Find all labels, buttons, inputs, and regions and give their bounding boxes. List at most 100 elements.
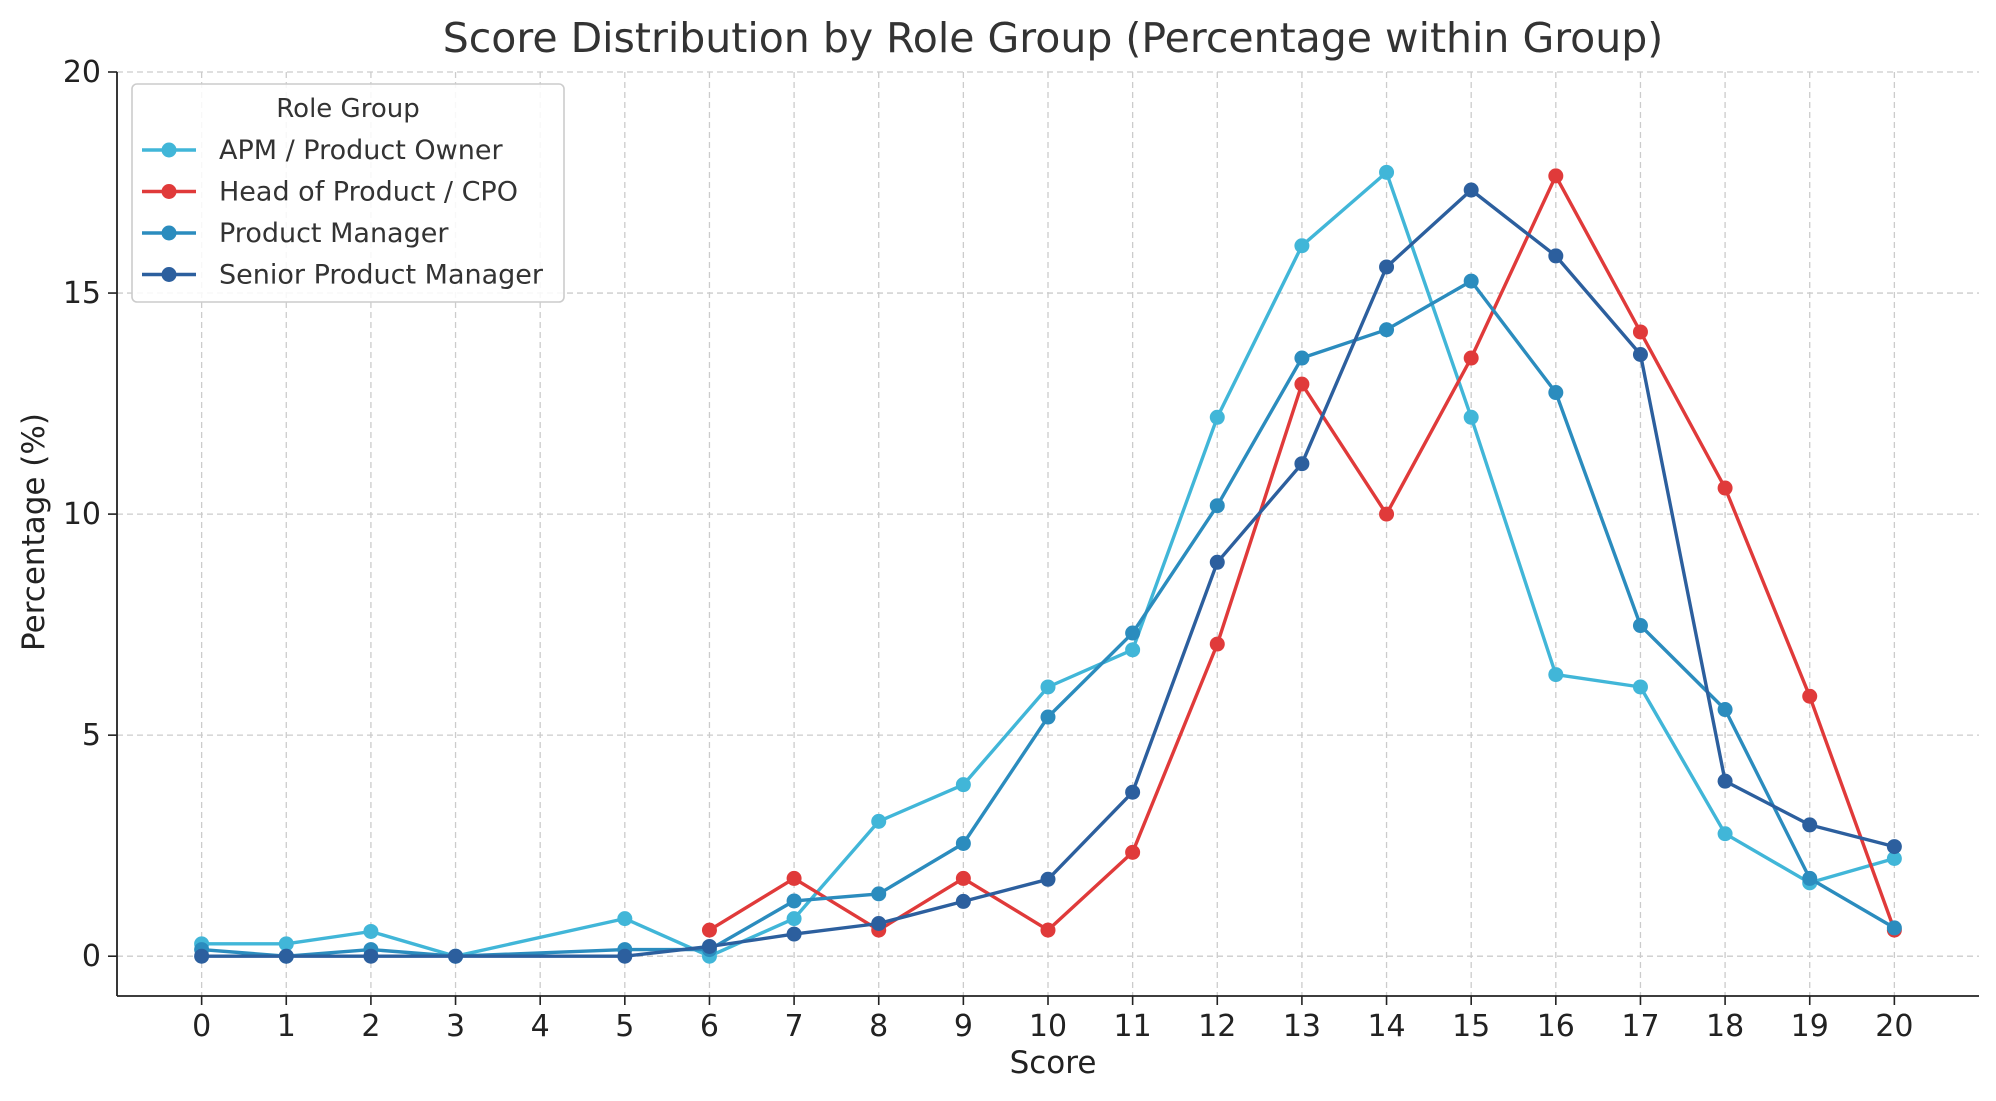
data-point: [1294, 350, 1310, 366]
data-point: [955, 777, 971, 793]
x-tick-label: 20: [1875, 1009, 1913, 1044]
data-point: [1548, 385, 1564, 401]
legend-swatch-marker: [161, 225, 177, 241]
legend-title: Role Group: [276, 94, 419, 124]
data-point: [1548, 667, 1564, 683]
data-point: [1209, 554, 1225, 570]
legend-label: APM / Product Owner: [219, 135, 503, 166]
data-point: [1209, 409, 1225, 425]
x-axis-label: Score: [1010, 1045, 1097, 1081]
data-point: [871, 886, 887, 902]
x-tick-label: 12: [1198, 1009, 1236, 1044]
data-point: [1040, 871, 1056, 887]
legend-label: Senior Product Manager: [219, 260, 544, 291]
series-line: [201, 170, 1895, 958]
data-point: [786, 870, 802, 886]
data-point: [1125, 844, 1141, 860]
data-point: [278, 948, 294, 964]
data-point: [1802, 688, 1818, 704]
series-line: [201, 188, 1895, 958]
data-point: [1379, 322, 1395, 338]
legend-frame: [131, 83, 565, 303]
x-tick-label: 9: [954, 1009, 973, 1044]
data-point: [1886, 839, 1902, 855]
data-point: [1379, 259, 1395, 275]
data-point: [1379, 164, 1395, 180]
x-tick-label: 16: [1537, 1009, 1575, 1044]
data-point: [194, 948, 210, 964]
legend-label: Product Manager: [219, 218, 449, 249]
legend-item: Head of Product / CPO: [142, 177, 518, 208]
data-point: [617, 911, 633, 927]
y-tick-label: 5: [82, 718, 101, 753]
data-point: [871, 813, 887, 829]
data-point: [1209, 636, 1225, 652]
x-tick-label: 1: [277, 1009, 296, 1044]
x-tick-label: 6: [700, 1009, 719, 1044]
legend-swatch-marker: [161, 142, 177, 158]
x-tick-label: 18: [1706, 1009, 1744, 1044]
series-3: [194, 182, 1902, 964]
data-point: [871, 915, 887, 931]
y-tick-label: 15: [63, 276, 101, 311]
data-point: [1125, 625, 1141, 641]
x-tick-label: 17: [1621, 1009, 1659, 1044]
data-point: [955, 870, 971, 886]
x-tick-label: 3: [446, 1009, 465, 1044]
data-point: [1294, 456, 1310, 472]
data-point: [1040, 679, 1056, 695]
data-point: [1632, 618, 1648, 634]
data-point: [1717, 702, 1733, 718]
data-point: [701, 922, 717, 938]
y-tick-label: 20: [63, 55, 101, 90]
data-point: [701, 938, 717, 954]
data-point: [1632, 347, 1648, 363]
legend-item: Product Manager: [142, 218, 449, 249]
series-layer: [194, 164, 1902, 964]
data-point: [1379, 506, 1395, 522]
data-point: [1209, 498, 1225, 514]
data-point: [1125, 784, 1141, 800]
data-point: [1040, 709, 1056, 725]
series-1: [701, 168, 1902, 938]
legend-item: APM / Product Owner: [142, 135, 503, 166]
data-point: [955, 893, 971, 909]
data-point: [1717, 826, 1733, 842]
data-point: [617, 948, 633, 964]
x-tick-label: 0: [192, 1009, 211, 1044]
x-tick-label: 14: [1367, 1009, 1405, 1044]
x-tick-label: 13: [1283, 1009, 1321, 1044]
data-point: [786, 911, 802, 927]
legend-swatch-marker: [161, 184, 177, 199]
x-tick-label: 7: [785, 1009, 804, 1044]
legend-items: APM / Product Owner Head of Product / CPO…: [142, 135, 544, 291]
x-axis-ticks: 0 1 2 3 4 5 6 7 8 9 10 11 12 13 14 15 16 17 18 19 20: [192, 996, 1913, 1044]
data-point: [1548, 168, 1564, 184]
data-point: [1463, 182, 1479, 198]
data-point: [1463, 273, 1479, 289]
data-point: [363, 948, 379, 964]
data-point: [1717, 773, 1733, 789]
y-axis-label: Percentage (%): [16, 413, 52, 651]
data-point: [1463, 409, 1479, 425]
x-tick-label: 10: [1029, 1009, 1067, 1044]
x-tick-label: 4: [531, 1009, 550, 1044]
data-point: [786, 926, 802, 942]
x-tick-label: 11: [1114, 1009, 1152, 1044]
data-point: [1125, 642, 1141, 658]
data-point: [278, 936, 294, 952]
x-tick-label: 5: [615, 1009, 634, 1044]
data-point: [1294, 238, 1310, 254]
data-point: [363, 923, 379, 939]
legend-item: Senior Product Manager: [142, 260, 544, 291]
data-point: [1886, 920, 1902, 936]
data-point: [786, 893, 802, 909]
y-axis-ticks: 0 5 10 15 20: [63, 55, 117, 974]
data-point: [1632, 679, 1648, 695]
data-point: [1548, 248, 1564, 264]
y-tick-label: 0: [82, 939, 101, 974]
chart-title: Score Distribution by Role Group (Percen…: [443, 14, 1664, 62]
legend: Role Group APM / Product Owner Head of Pr…: [131, 83, 565, 303]
legend-label: Head of Product / CPO: [219, 177, 518, 208]
